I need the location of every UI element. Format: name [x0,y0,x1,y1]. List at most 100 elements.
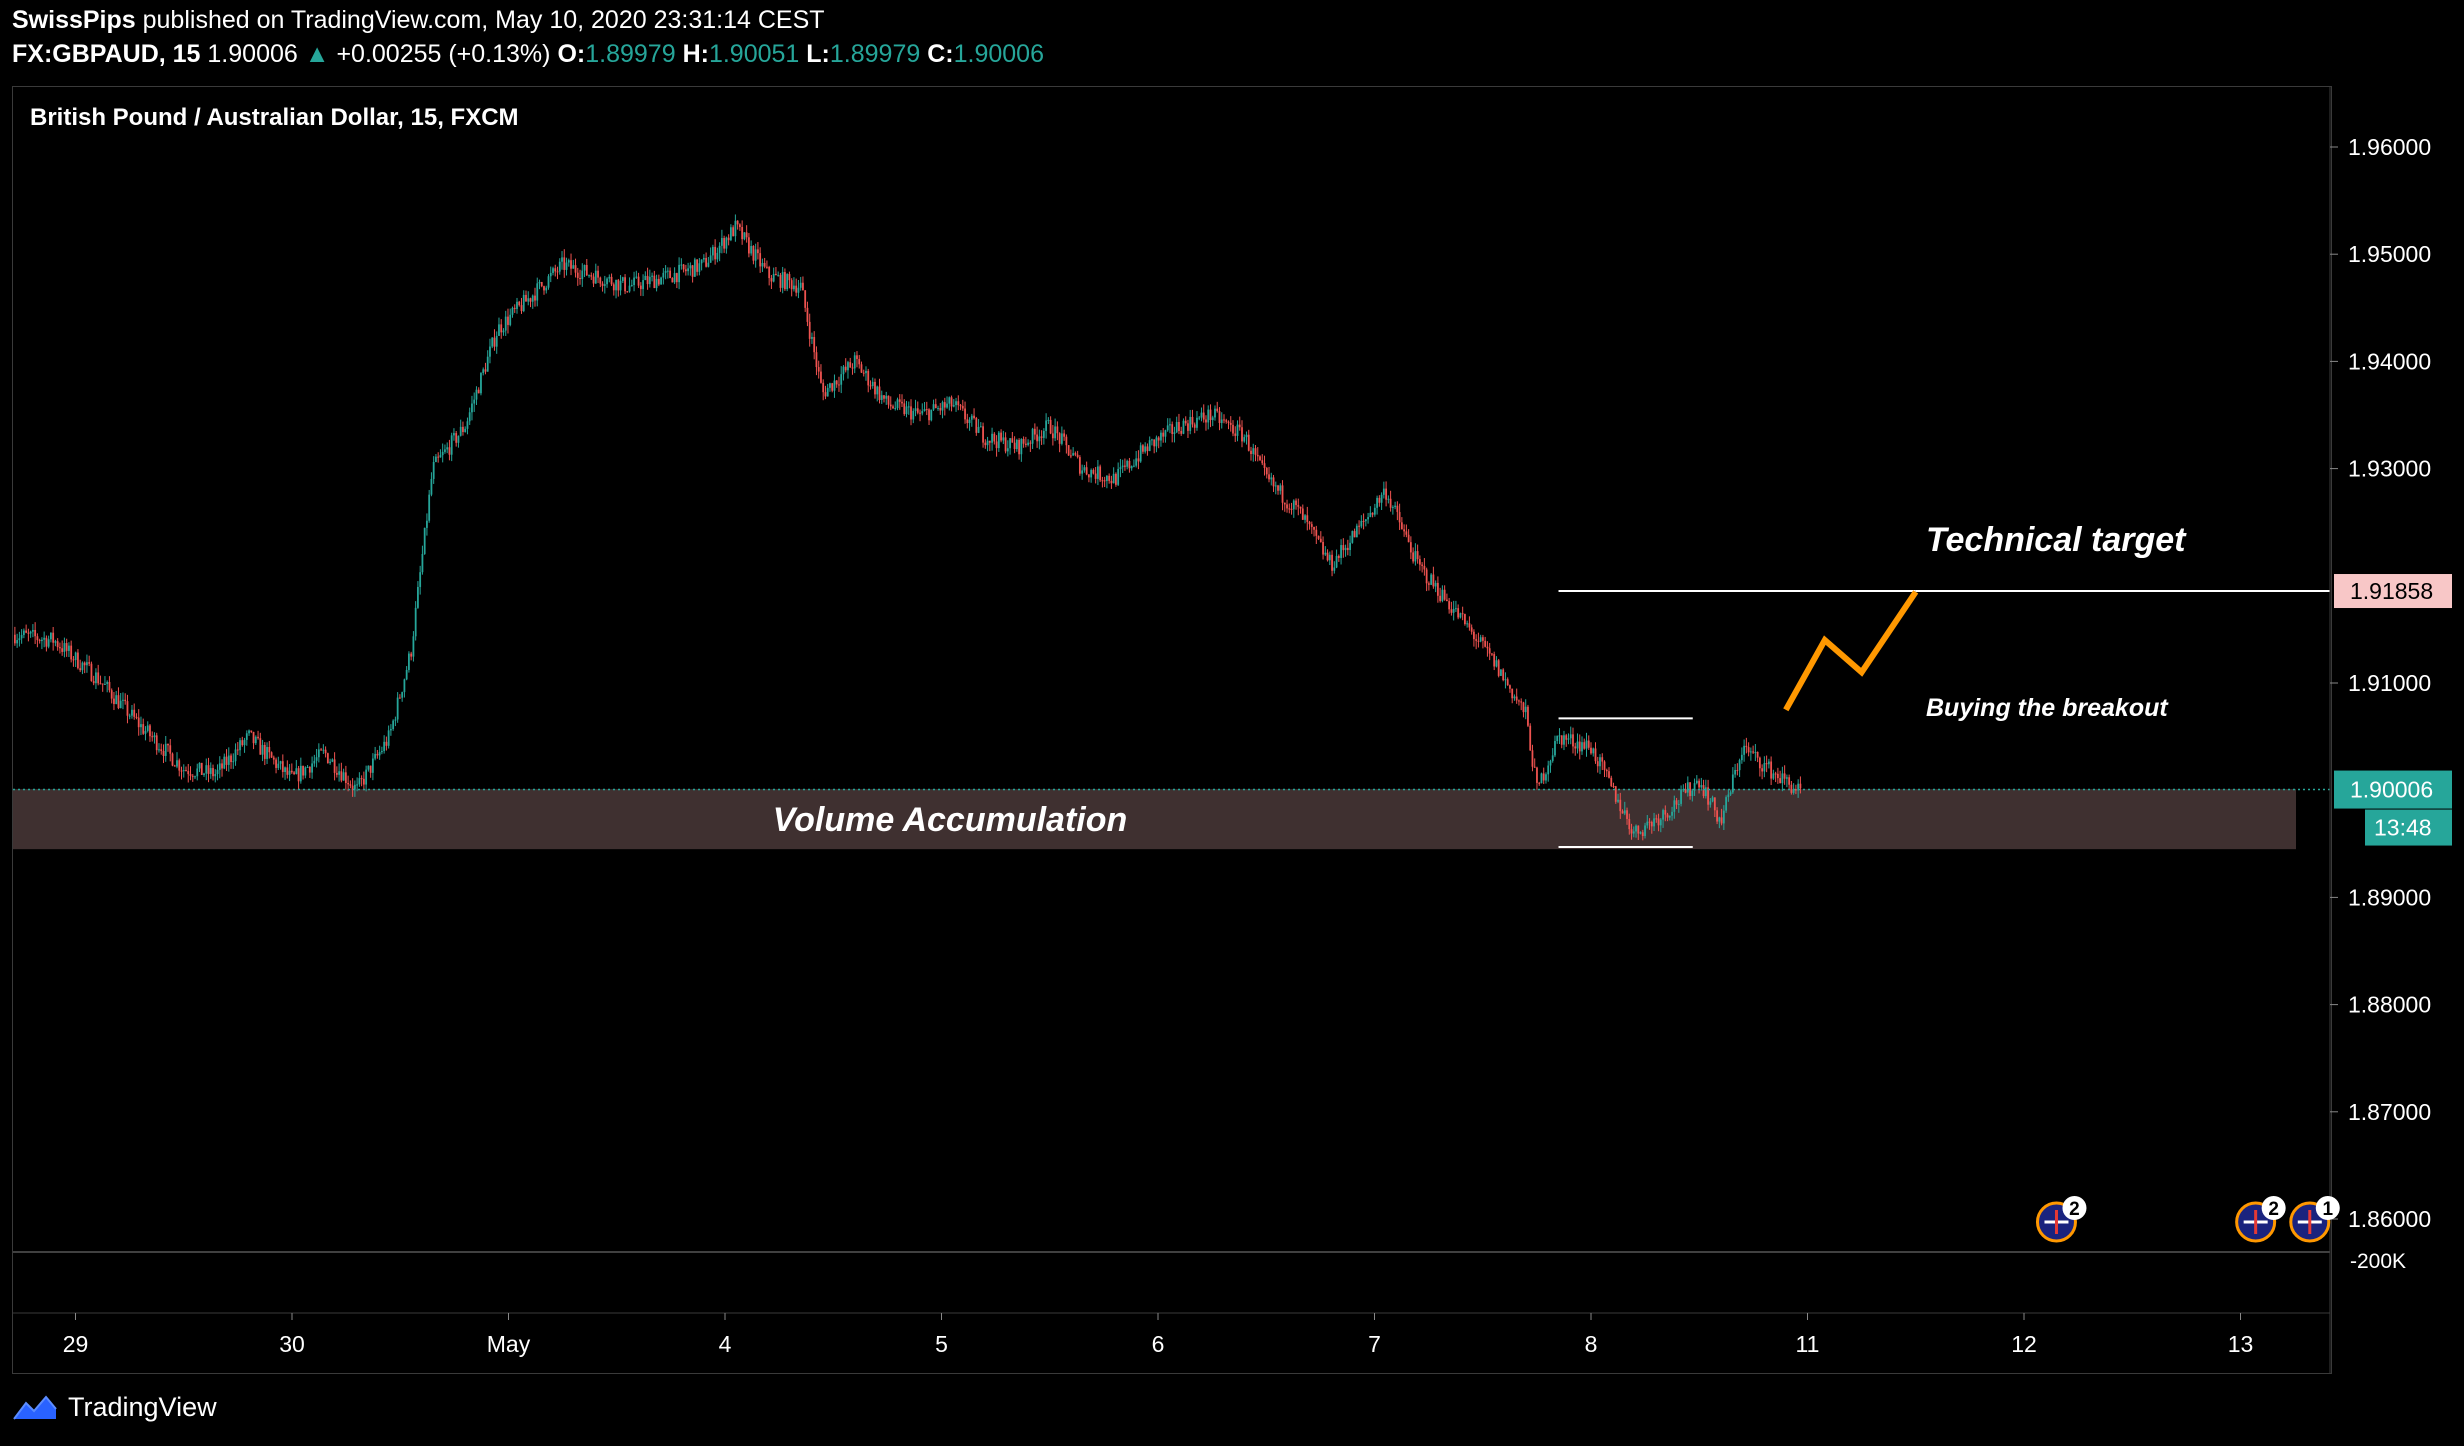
candle-body [1128,460,1131,469]
candle-body [1799,783,1802,789]
candle-body [1256,454,1259,457]
candle-body [1792,788,1795,793]
symbol-label[interactable]: FX:GBPAUD, 15 [12,40,201,68]
candle-body [1565,735,1568,740]
candle-body [583,264,586,271]
candle-body [1182,420,1185,434]
candle-body [547,276,550,288]
candle-body [68,645,70,651]
candle-body [1013,442,1016,450]
candle-body [1385,488,1388,500]
candle-body [925,409,928,411]
candle-body [268,746,271,753]
candle-body [1205,419,1207,423]
candle-body [408,653,410,670]
candle-body [939,408,942,411]
candle-body [489,346,491,357]
candle-body [1414,551,1417,562]
candle-body [968,419,971,424]
candle-body [763,263,766,267]
last-price-badge[interactable] [2334,770,2452,809]
candle-body [1785,777,1788,779]
candle-body [1042,430,1045,438]
candle-body [1360,520,1363,527]
footer-brand[interactable]: TradingView [12,1392,217,1423]
candle-body [365,769,368,785]
candle-body [876,386,879,395]
candle-body [498,324,500,336]
candle-body [248,730,250,734]
candle-body [957,401,960,406]
candle-body [412,636,415,657]
candle-body [1608,771,1610,778]
target-price-badge[interactable] [2334,574,2452,609]
candle-body [651,275,653,277]
candle-body [1124,465,1126,467]
candle-body [1270,477,1273,480]
candle-body [775,273,777,276]
candle-body [119,700,122,709]
candle-body [1216,408,1219,412]
candle-body [943,402,946,408]
candle-body [144,730,147,734]
candle-body [1099,466,1102,481]
candle-body [1121,465,1124,468]
candle-body [117,695,120,709]
candle-body [1455,608,1457,610]
candle-body [137,717,140,728]
projection-path[interactable] [1783,590,1919,712]
candle-body [619,280,622,291]
candle-body [1328,554,1331,561]
candle-body [786,274,789,290]
candle-body [52,632,55,643]
candle-body [1709,801,1712,805]
candle-body [761,263,764,267]
candle-body [1243,437,1246,442]
candle-body [898,399,901,402]
candle-body [1495,660,1498,667]
candle-body [1704,787,1707,797]
y-tick-label: 1.96000 [2348,134,2431,160]
x-tick-label: 29 [63,1331,89,1357]
candle-body [1767,761,1770,765]
candle-body [1567,738,1570,740]
candle-body [27,632,30,634]
candle-body [1540,773,1543,784]
candle-body [1304,515,1306,520]
candle-body [1574,746,1577,749]
candle-body [1740,754,1743,761]
candle-body [1380,494,1383,503]
candle-body [1752,751,1755,753]
candle-body [1340,545,1342,558]
candle-body [1421,564,1424,566]
candle-body [545,287,548,291]
candle-body [167,743,169,746]
candle-body [682,264,685,270]
candle-body [1594,748,1597,762]
publisher-name[interactable]: SwissPips [12,6,136,34]
candle-body [31,629,34,632]
candle-body [1169,424,1171,426]
volume-accumulation-zone[interactable] [13,789,2296,850]
candle-body [1031,428,1034,444]
candle-body [507,316,509,325]
candle-body [22,630,25,635]
chart-frame[interactable] [12,86,2332,1374]
candle-body [1315,529,1318,536]
candle-body [707,262,710,267]
candle-body [1720,817,1723,824]
candle-body [1515,696,1518,701]
candle-body [1605,769,1608,772]
candle-body [1250,450,1252,455]
candle-body [1482,637,1484,641]
candle-body [511,307,514,315]
candle-body [1335,555,1338,568]
candle-body [1520,701,1523,703]
event-count-label: 2 [2268,1199,2279,1220]
candle-body [389,729,392,731]
candle-body [831,383,834,391]
candle-body [606,278,608,285]
candle-body [858,358,861,365]
candle-body [250,730,253,732]
